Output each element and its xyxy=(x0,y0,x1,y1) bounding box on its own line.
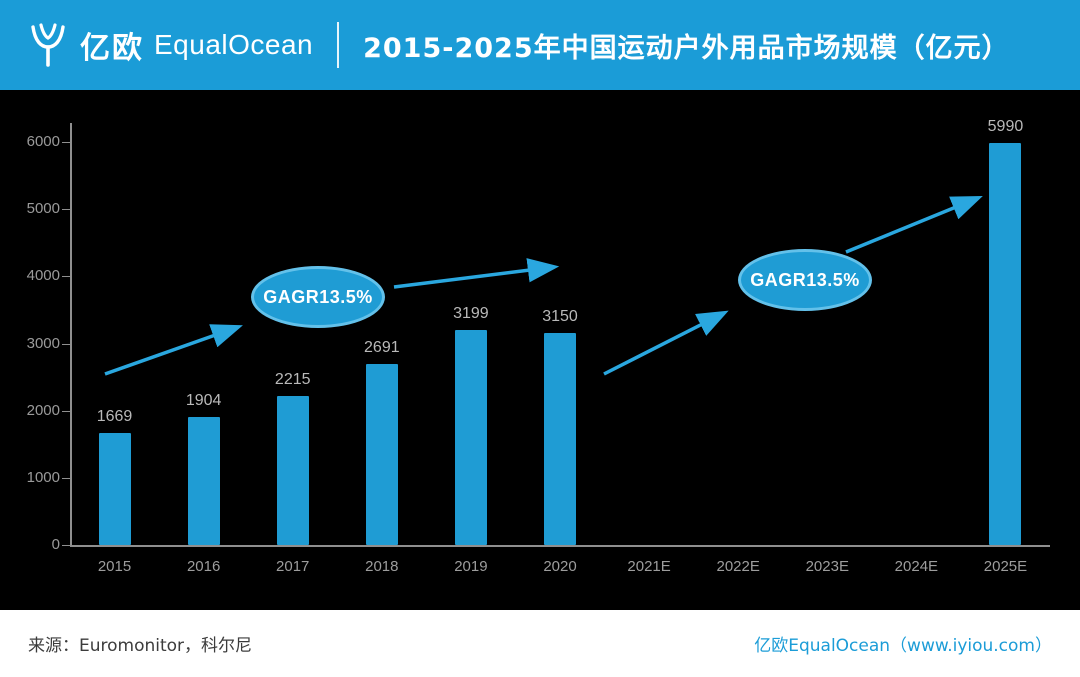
arrow-2015-to-cagr1 xyxy=(104,324,243,376)
y-tick-mark-0 xyxy=(62,545,70,546)
bar-2016 xyxy=(187,417,220,545)
x-tick-label-2020: 2020 xyxy=(543,558,577,575)
y-tick-mark-1000 xyxy=(62,477,70,479)
cagr-annotation-2: GAGR13.5% xyxy=(738,249,872,311)
y-tick-label-2000: 2000 xyxy=(26,401,60,419)
y-tick-label-5000: 5000 xyxy=(26,200,60,218)
bar-value-2017: 2215 xyxy=(274,371,311,389)
page-title: 2015-2025年中国运动户外用品市场规模（亿元） xyxy=(363,32,1010,64)
y-tick-mark-4000 xyxy=(62,276,70,278)
header-divider xyxy=(337,22,340,68)
bar-2018 xyxy=(365,364,398,545)
cagr-annotation-2-label: GAGR13.5% xyxy=(750,269,860,290)
y-tick-mark-2000 xyxy=(62,410,70,412)
x-tick-label-2024E: 2024E xyxy=(894,558,939,575)
y-tick-label-6000: 6000 xyxy=(26,133,60,150)
x-tick-label-2016: 2016 xyxy=(186,558,221,575)
y-tick-label-1000: 1000 xyxy=(26,468,60,486)
x-tick-label-2015: 2015 xyxy=(97,558,132,575)
x-tick-label-2025E: 2025E xyxy=(983,558,1028,575)
bar-value-2018: 2691 xyxy=(364,339,400,357)
x-tick-label-2021E: 2021E xyxy=(627,558,671,575)
bar-value-2015: 1669 xyxy=(96,407,133,425)
bar-value-2020: 3150 xyxy=(542,308,578,326)
y-tick-label-0: 0 xyxy=(51,536,60,553)
cagr-annotation-1: GAGR13.5% xyxy=(251,266,385,328)
growth-arrows xyxy=(104,196,983,376)
y-tick-label-4000: 4000 xyxy=(26,267,60,285)
x-axis-line xyxy=(70,545,1050,547)
y-tick-label-3000: 3000 xyxy=(26,334,60,352)
source-note: 来源：Euromonitor，科尔尼 xyxy=(28,636,253,656)
y-tick-mark-5000 xyxy=(62,209,70,211)
x-tick-label-2019: 2019 xyxy=(454,558,488,575)
tulip-logo-icon xyxy=(26,22,70,68)
bar-chart: 0 1000 2000 3000 4000 5000 6000 1669 1904 2215 26… xyxy=(0,90,1080,610)
bar-2025E xyxy=(989,142,1022,545)
y-axis-line xyxy=(70,123,72,547)
arrow-cagr1-to-2020 xyxy=(393,258,560,289)
footer-brand: 亿欧EqualOcean（www.iyiou.com） xyxy=(754,636,1052,656)
header-bar: 亿欧 EqualOcean 2015-2025年中国运动户外用品市场规模（亿元） xyxy=(0,0,1080,90)
x-tick-label-2022E: 2022E xyxy=(716,558,760,575)
bar-2017 xyxy=(276,396,309,545)
bar-value-2025E: 5990 xyxy=(987,117,1024,135)
brand-name-en: EqualOcean xyxy=(154,29,314,60)
cagr-annotation-1-label: GAGR13.5% xyxy=(263,286,373,307)
footer-bar: 来源：Euromonitor，科尔尼 亿欧EqualOcean（www.iyio… xyxy=(0,610,1080,677)
arrow-cagr2-to-2025 xyxy=(845,196,983,254)
bar-value-2019: 3199 xyxy=(453,305,489,323)
y-tick-mark-6000 xyxy=(62,142,70,143)
bar-2015 xyxy=(98,432,131,545)
x-tick-label-2023E: 2023E xyxy=(805,558,849,575)
equalocean-logo: 亿欧 EqualOcean xyxy=(26,22,313,68)
x-tick-label-2018: 2018 xyxy=(365,558,399,575)
bar-2020 xyxy=(544,333,576,545)
y-tick-mark-3000 xyxy=(62,343,70,345)
bar-2019 xyxy=(454,330,487,545)
x-tick-label-2017: 2017 xyxy=(276,558,310,575)
brand-name-cn: 亿欧 xyxy=(80,31,144,66)
arrow-2020-to-cagr2 xyxy=(603,310,729,376)
bar-value-2016: 1904 xyxy=(185,392,222,410)
